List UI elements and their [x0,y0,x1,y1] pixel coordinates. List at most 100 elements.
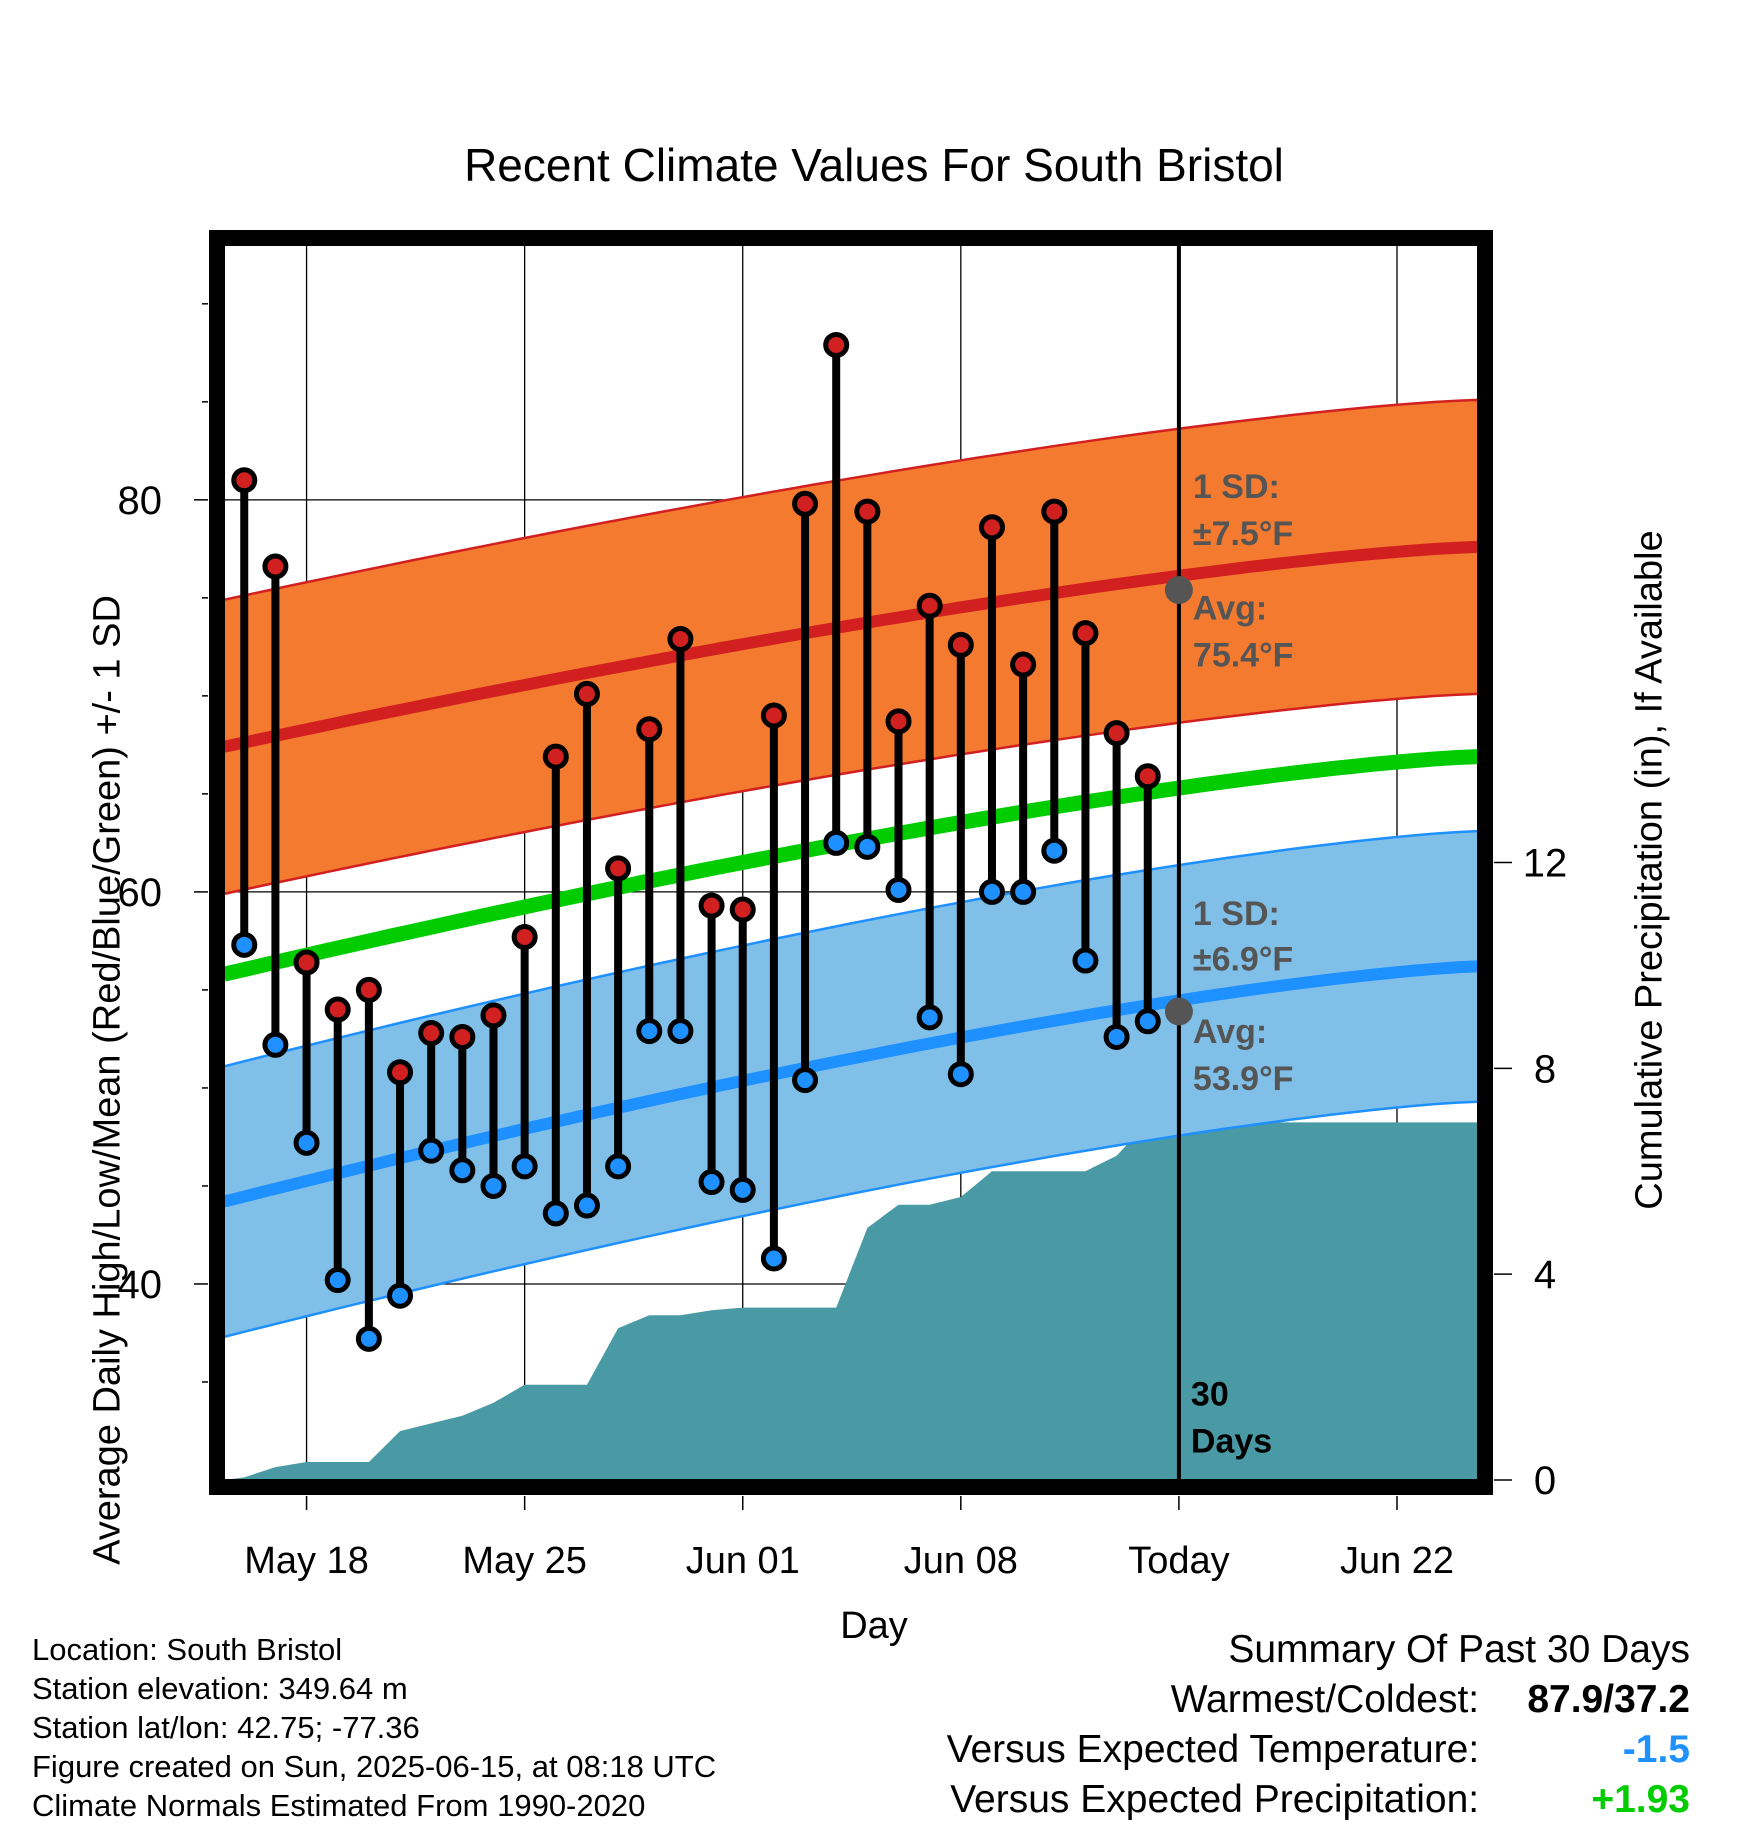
obs-low-point [449,1157,476,1184]
obs-high-point [1072,620,1099,647]
obs-high-point [573,680,600,707]
info-created: Figure created on Sun, 2025-06-15, at 08… [32,1749,717,1784]
x-tick-label: May 18 [244,1540,369,1582]
obs-high-point [542,743,569,770]
high-avg-label: Avg: [1193,589,1267,627]
x-tick-label: Jun 22 [1340,1540,1454,1582]
summary-temp-row: Versus Expected Temperature: -1.5 [947,1725,1690,1775]
obs-high-point [511,923,538,950]
obs-high-point [916,592,943,619]
high-band-upper-edge [224,398,1478,602]
y-right-tick-label: 4 [1534,1253,1556,1297]
obs-high-point [418,1020,445,1047]
days-label: Days [1191,1423,1272,1461]
obs-low-point [947,1061,974,1088]
summary-warmest-label: Warmest/Coldest: [1170,1678,1480,1721]
obs-high-point [262,553,289,580]
high-avg-line [224,540,1478,753]
summary-panel: Summary Of Past 30 Days Warmest/Coldest:… [947,1625,1690,1825]
obs-high-point [231,467,258,494]
obs-high-point [324,996,351,1023]
obs-low-point [542,1200,569,1227]
info-location: Location: South Bristol [32,1632,343,1667]
obs-low-point [916,1004,943,1031]
obs-low-point [293,1129,320,1156]
obs-low-point [573,1192,600,1219]
obs-high-point [792,490,819,517]
obs-low-point [418,1137,445,1164]
high-band-lower-edge [224,692,1478,896]
summary-precip-label: Versus Expected Precipitation: [950,1778,1480,1821]
y-left-tick-label: 80 [118,479,163,523]
obs-low-point [1072,947,1099,974]
obs-low-point [262,1031,289,1058]
x-tick-label: Jun 01 [686,1540,800,1582]
low-sd-label: 1 SD: [1193,895,1280,933]
high-avg-value: 75.4°F [1193,636,1294,674]
y-axis-label-right: Cumulative Precipitation (in), If Availa… [1628,530,1671,1210]
y-right-tick-label: 12 [1523,842,1568,886]
summary-warmest-row: Warmest/Coldest: 87.9/37.2 [947,1675,1690,1725]
summary-temp-value: -1.5 [1622,1728,1690,1771]
high-sd-value: ±7.5°F [1193,515,1293,553]
obs-low-point [854,833,881,860]
x-tick-label: Today [1128,1540,1229,1582]
obs-low-point [480,1172,507,1199]
summary-precip-row: Versus Expected Precipitation: +1.93 [947,1775,1690,1825]
low-avg-value: 53.9°F [1193,1060,1294,1098]
precipitation-area [224,1122,1478,1480]
obs-low-point [355,1325,382,1352]
obs-high-point [480,1002,507,1029]
obs-low-point [605,1153,632,1180]
y-right-tick-label: 0 [1534,1459,1556,1503]
x-tick-label: Jun 08 [904,1540,1018,1582]
obs-high-point [387,1059,414,1086]
info-elevation: Station elevation: 349.64 m [32,1671,408,1706]
obs-low-point [823,829,850,856]
mean-avg-line [224,749,1478,982]
plot-frame [209,230,1493,1495]
info-normals: Climate Normals Estimated From 1990-2020 [32,1788,646,1823]
obs-high-point [293,949,320,976]
y-right-tick-label: 8 [1534,1047,1556,1091]
obs-low-point [1103,1023,1130,1050]
obs-low-point [885,876,912,903]
obs-high-point [854,498,881,525]
obs-low-point [729,1176,756,1203]
high-sd-label: 1 SD: [1193,468,1280,506]
obs-low-point [324,1267,351,1294]
high-band [224,399,1478,894]
y-left-tick-label: 60 [118,871,163,915]
obs-high-point [605,855,632,882]
today-low-avg-marker [1164,997,1193,1026]
obs-low-point [511,1153,538,1180]
obs-low-point [387,1282,414,1309]
y-axis-label-left: Average Daily High/Low/Mean (Red/Blue/Gr… [86,595,129,1565]
obs-high-point [636,716,663,743]
plot-area: 1 SD: ±7.5°F Avg: 75.4°F 1 SD: ±6.9°F Avg: 53.9… [224,245,1478,1480]
y-left-tick-label: 40 [118,1263,163,1307]
obs-low-point [636,1018,663,1045]
obs-high-point [667,626,694,653]
obs-low-point [978,878,1005,905]
days-count: 30 [1191,1376,1229,1414]
today-high-avg-marker [1164,576,1193,605]
obs-high-point [698,892,725,919]
info-latlon: Station lat/lon: 42.75; -77.36 [32,1710,420,1745]
obs-low-point [231,931,258,958]
obs-high-point [449,1023,476,1050]
obs-high-point [355,976,382,1003]
obs-high-point [823,331,850,358]
obs-high-point [947,631,974,658]
obs-high-point [885,708,912,735]
obs-high-point [978,514,1005,541]
obs-low-point [1010,878,1037,905]
summary-warmest-value: 87.9/37.2 [1527,1678,1690,1721]
obs-high-point [729,896,756,923]
low-band-lower-edge [224,1100,1478,1339]
x-tick-label: May 25 [462,1540,587,1582]
obs-low-point [792,1067,819,1094]
obs-high-point [1134,763,1161,790]
obs-low-point [1041,837,1068,864]
chart-title: Recent Climate Values For South Bristol [464,139,1284,191]
